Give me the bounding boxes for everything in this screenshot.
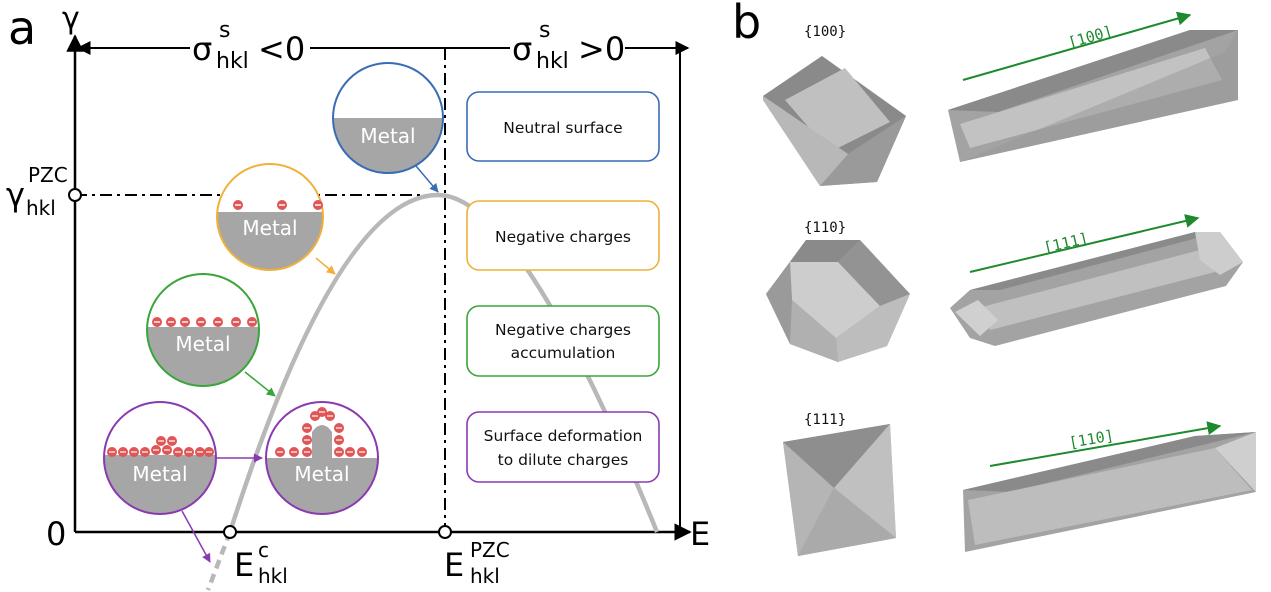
e-pzc-label: E PZC hkl: [444, 538, 510, 588]
svg-text:hkl: hkl: [258, 564, 288, 588]
sigma-negative-label: σ s hkl <0: [192, 18, 305, 74]
svg-text:Metal: Metal: [294, 462, 349, 486]
surface-deformation-circle: Metal: [265, 401, 379, 515]
svg-text:hkl: hkl: [26, 196, 56, 220]
svg-text:Metal: Metal: [360, 124, 415, 148]
x-axis-symbol: E: [690, 515, 710, 553]
box-surface-deformation: Surface deformation to dilute charges: [466, 411, 660, 483]
svg-text:>0: >0: [578, 30, 625, 68]
negative-arrow: [315, 257, 336, 275]
svg-text:Metal: Metal: [132, 462, 187, 486]
gamma-pzc-point: [68, 188, 82, 202]
facet-label-110: {110}: [804, 220, 846, 236]
y-axis-symbol: γ: [62, 1, 80, 36]
origin-zero: 0: [46, 515, 66, 553]
svg-text:hkl: hkl: [536, 49, 569, 74]
arrow-110: [989, 421, 1222, 467]
svg-text:E: E: [234, 546, 254, 584]
octahedron-crystal: [783, 424, 896, 556]
surface-energy-curve-dashed: [205, 531, 233, 591]
rod-110-crystal: [963, 432, 1256, 552]
rod-100-crystal: [948, 30, 1238, 162]
svg-text:PZC: PZC: [470, 538, 510, 562]
accumulation-arrow: [244, 371, 276, 397]
svg-text:E: E: [444, 546, 464, 584]
e-c-point: [223, 525, 237, 539]
svg-text:Neutral surface: Neutral surface: [503, 119, 622, 137]
direction-label-111: [111]: [1042, 229, 1090, 257]
charge-accumulation-circle: Metal: [146, 273, 260, 387]
negative-charges-circle: Metal: [216, 163, 324, 271]
svg-text:hkl: hkl: [470, 564, 500, 588]
svg-text:γ: γ: [6, 176, 25, 214]
sigma-positive-label: σ s hkl >0: [512, 18, 625, 74]
panel-a-letter: a: [8, 1, 36, 55]
box-charge-accumulation: Negative charges accumulation: [466, 305, 660, 377]
svg-text:to dilute charges: to dilute charges: [498, 451, 629, 469]
neutral-surface-circle: Metal: [332, 62, 444, 174]
svg-text:PZC: PZC: [28, 163, 68, 187]
panel-b-letter: b: [732, 0, 761, 49]
breakdown-arrow: [181, 510, 211, 563]
neutral-arrow: [415, 165, 439, 193]
cube-crystal: [763, 56, 906, 186]
box-negative-charges: Negative charges: [466, 200, 660, 271]
direction-label-100: [100]: [1066, 22, 1114, 52]
arrow-111: [969, 214, 1200, 273]
svg-text:Surface deformation: Surface deformation: [484, 427, 643, 445]
e-c-label: E c hkl: [234, 538, 288, 588]
svg-text:σ: σ: [512, 30, 532, 68]
svg-text:hkl: hkl: [216, 49, 249, 74]
rhombic-dodecahedron-crystal: [766, 240, 910, 362]
box-neutral-surface: Neutral surface: [466, 91, 660, 162]
svg-text:<0: <0: [258, 30, 305, 68]
svg-text:s: s: [539, 18, 550, 43]
svg-text:Metal: Metal: [175, 332, 230, 356]
e-pzc-point: [438, 525, 452, 539]
arrow-100: [962, 11, 1192, 81]
gamma-pzc-label: γ PZC hkl: [6, 163, 68, 220]
facet-label-100: {100}: [804, 24, 846, 40]
svg-text:Metal: Metal: [242, 216, 297, 240]
crowded-charges-circle: Metal: [103, 401, 217, 515]
svg-text:s: s: [219, 18, 230, 43]
svg-text:c: c: [258, 538, 269, 562]
rod-111-crystal: [950, 232, 1243, 346]
svg-text:Negative charges: Negative charges: [495, 228, 631, 246]
svg-text:σ: σ: [192, 30, 212, 68]
svg-text:accumulation: accumulation: [511, 344, 616, 362]
svg-text:Negative charges: Negative charges: [495, 321, 631, 339]
facet-label-111: {111}: [804, 412, 846, 428]
direction-label-110: [110]: [1068, 426, 1116, 452]
